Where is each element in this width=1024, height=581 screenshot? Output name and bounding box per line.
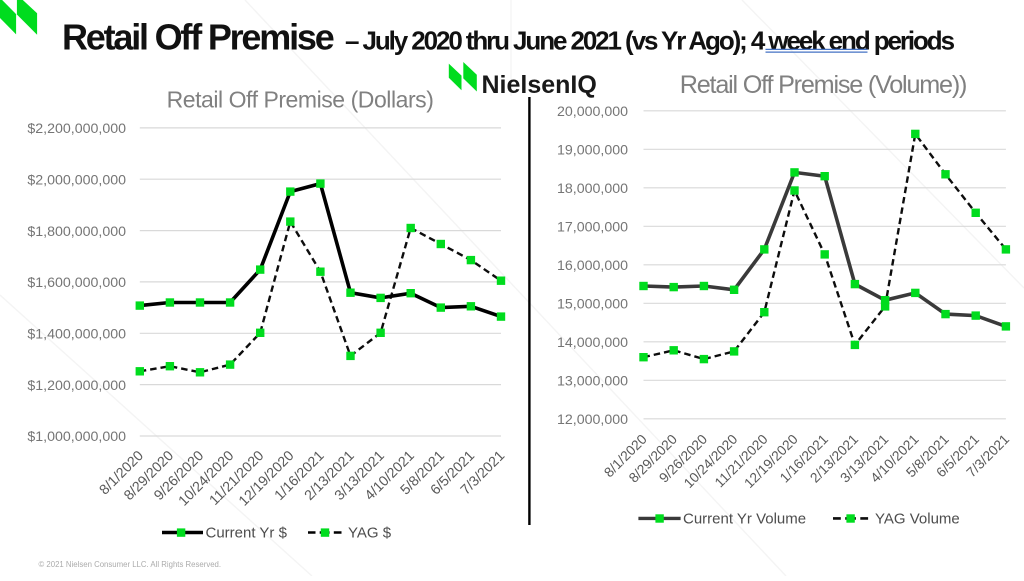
svg-text:Retail Off Premise (Dollars): Retail Off Premise (Dollars) xyxy=(167,87,434,113)
svg-text:YAG Volume: YAG Volume xyxy=(875,511,960,528)
svg-text:NielsenIQ: NielsenIQ xyxy=(482,71,597,99)
svg-text:19,000,000: 19,000,000 xyxy=(557,143,628,159)
svg-text:Retail Off Premise: Retail Off Premise xyxy=(62,17,334,58)
svg-text:16,000,000: 16,000,000 xyxy=(557,258,628,274)
svg-text:– July 2020 thru June 2021 (vs: – July 2020 thru June 2021 (vs Yr Ago); … xyxy=(345,26,955,56)
svg-text:Current Yr $: Current Yr $ xyxy=(206,525,288,542)
svg-text:Current Yr Volume: Current Yr Volume xyxy=(683,511,806,528)
svg-text:YAG $: YAG $ xyxy=(348,525,392,542)
svg-text:Retail Off Premise (Volume)): Retail Off Premise (Volume)) xyxy=(680,71,966,99)
svg-text:$1,600,000,000: $1,600,000,000 xyxy=(27,275,126,291)
svg-text:20,000,000: 20,000,000 xyxy=(557,104,628,120)
svg-text:$1,000,000,000: $1,000,000,000 xyxy=(27,429,126,445)
svg-text:13,000,000: 13,000,000 xyxy=(557,374,628,390)
svg-text:$1,800,000,000: $1,800,000,000 xyxy=(27,224,126,240)
svg-text:17,000,000: 17,000,000 xyxy=(557,220,628,236)
svg-text:14,000,000: 14,000,000 xyxy=(557,335,628,351)
svg-text:$2,000,000,000: $2,000,000,000 xyxy=(27,172,126,188)
svg-text:$1,200,000,000: $1,200,000,000 xyxy=(27,378,126,394)
svg-text:$2,200,000,000: $2,200,000,000 xyxy=(27,121,126,137)
svg-text:15,000,000: 15,000,000 xyxy=(557,297,628,313)
svg-text:© 2021 Nielsen Consumer LLC. A: © 2021 Nielsen Consumer LLC. All Rights … xyxy=(39,560,222,569)
svg-text:12,000,000: 12,000,000 xyxy=(557,412,628,428)
svg-text:18,000,000: 18,000,000 xyxy=(557,181,628,197)
svg-text:$1,400,000,000: $1,400,000,000 xyxy=(27,327,126,343)
